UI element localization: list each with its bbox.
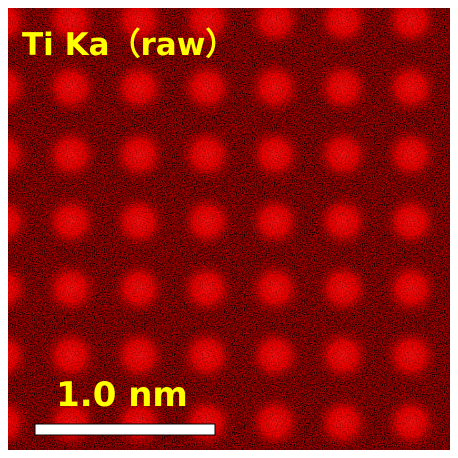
scale-label: 1.0 nm bbox=[56, 375, 188, 415]
eds-map: Ti Ka（raw） 1.0 nm bbox=[0, 0, 458, 458]
scale-bar bbox=[35, 424, 215, 435]
map-title: Ti Ka（raw） bbox=[22, 27, 236, 63]
